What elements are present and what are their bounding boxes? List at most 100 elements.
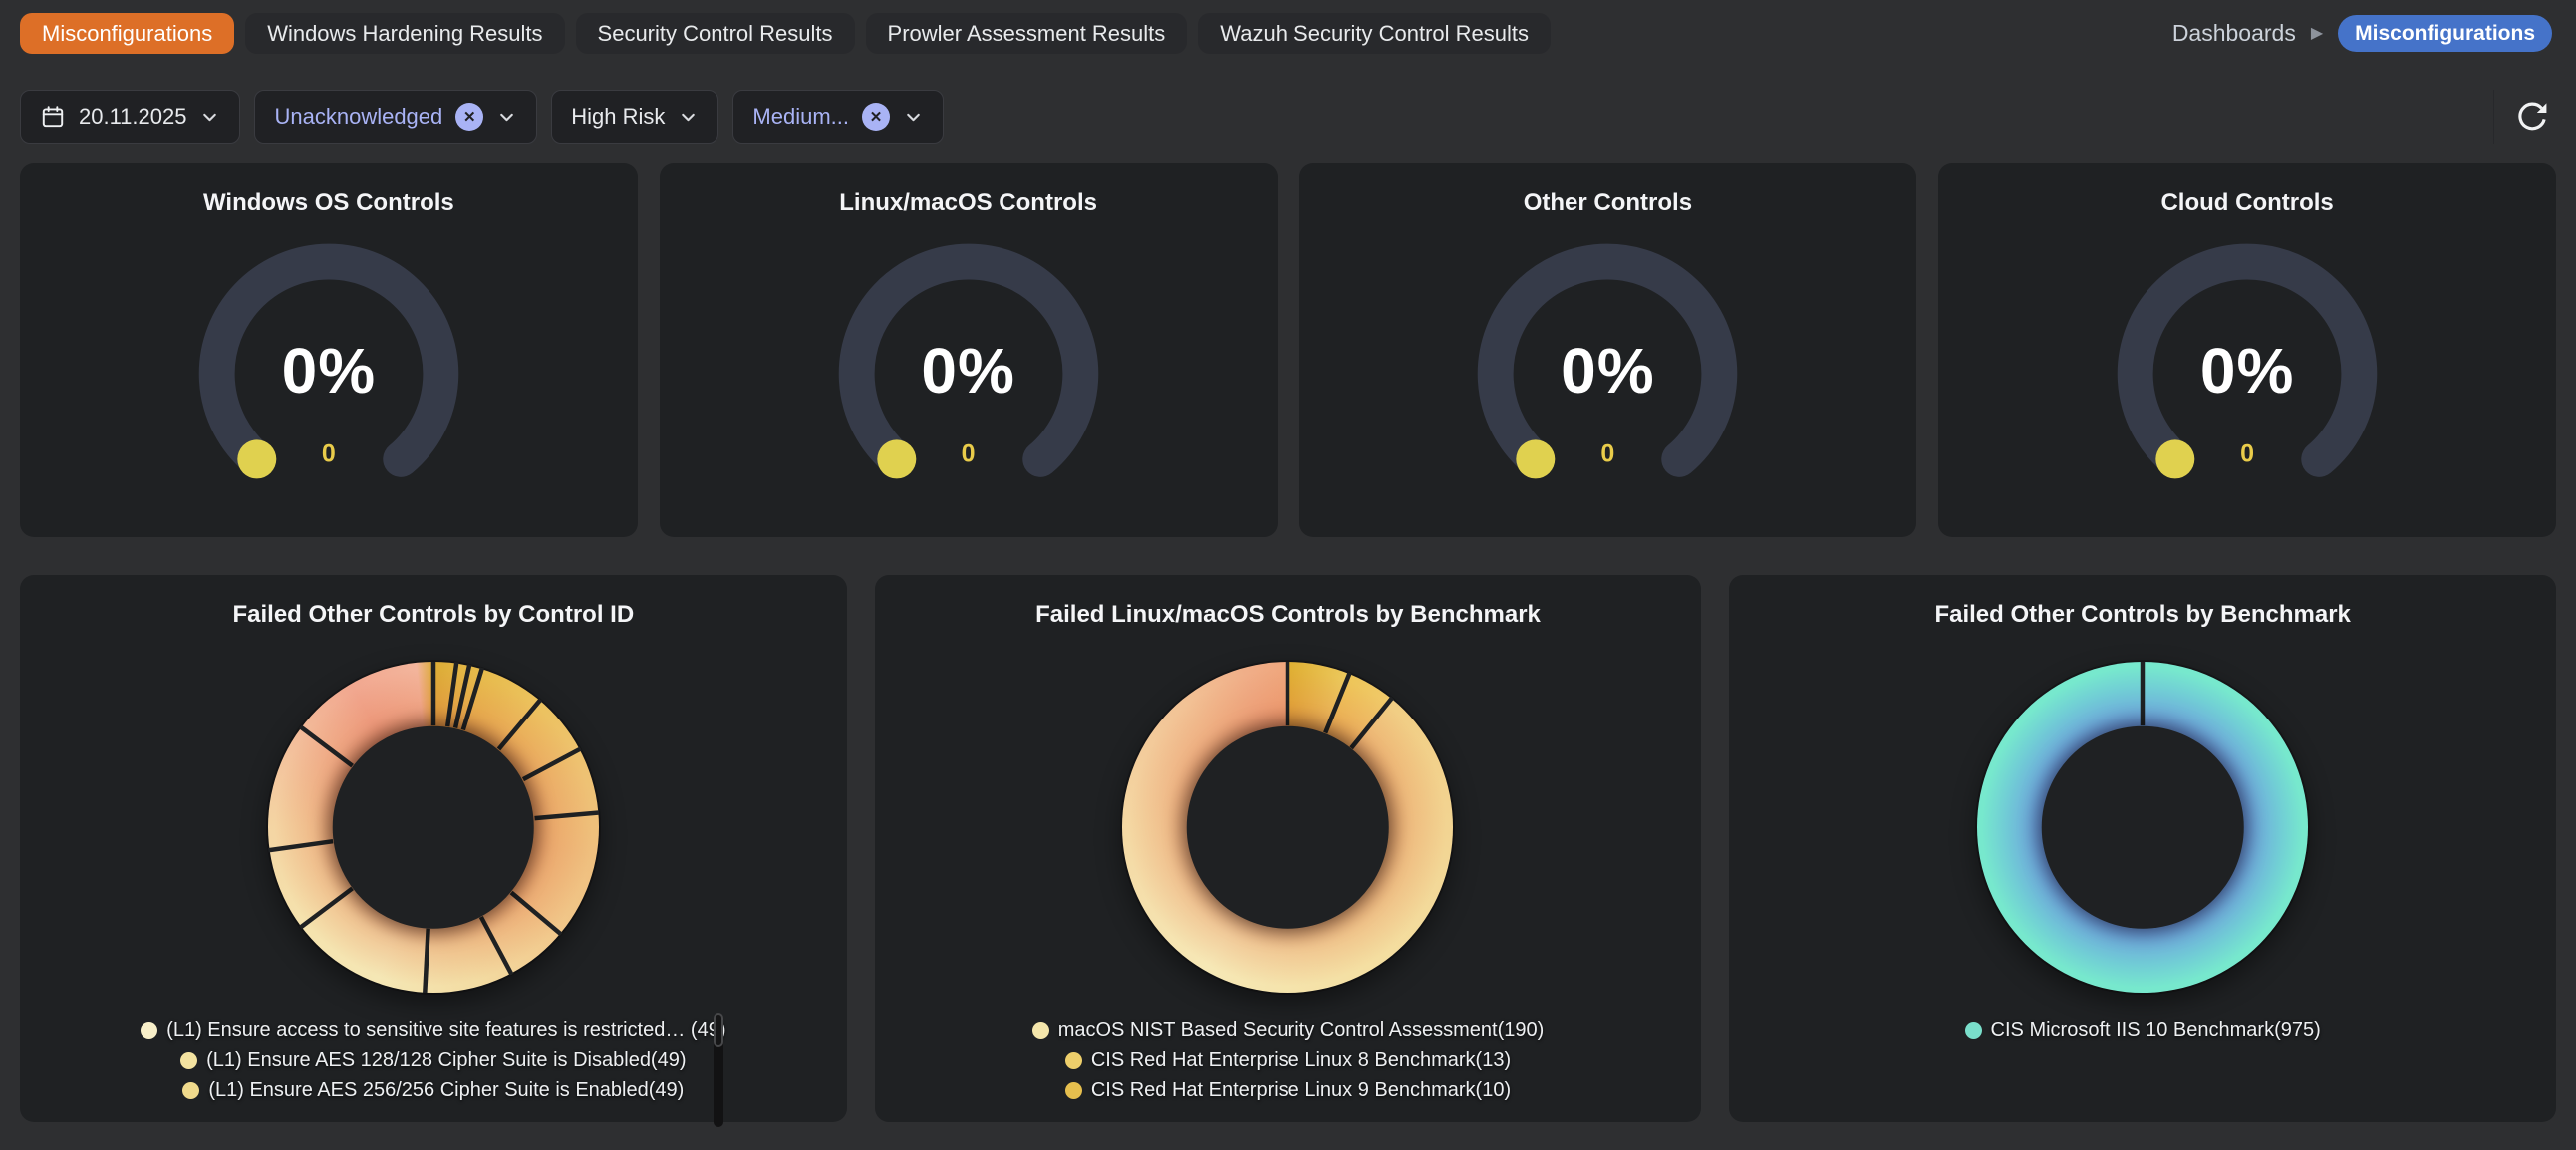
legend-bullet-icon <box>180 1052 198 1069</box>
gauge-count-value: 0 <box>321 439 336 468</box>
filter-bar-divider <box>2493 90 2494 144</box>
tab-misconfigurations[interactable]: Misconfigurations <box>20 13 235 54</box>
legend-label: (L1) Ensure AES 128/128 Cipher Suite is … <box>206 1049 687 1071</box>
gauge-cards-row: Windows OS Controls 0% 0 Linux/macOS Contro… <box>20 163 2556 537</box>
breadcrumb-dashboards-link[interactable]: Dashboards <box>2171 20 2296 46</box>
top-bar: Misconfigurations Windows Hardening Resul… <box>20 13 2556 54</box>
chevron-down-icon <box>682 113 696 121</box>
chevron-down-icon <box>203 113 217 121</box>
donut-cards-row: Failed Other Controls by Control ID (L1) … <box>20 575 2556 1127</box>
legend-label: (L1) Ensure access to sensitive site fea… <box>166 1019 726 1041</box>
legend-label: CIS Microsoft IIS 10 Benchmark(975) <box>1990 1019 2321 1041</box>
gauge-arc <box>198 243 459 479</box>
gauge-arc <box>1478 243 1738 479</box>
gauge-card-title: Cloud Controls <box>2160 189 2334 216</box>
legend-item[interactable]: (L1) Ensure access to sensitive site fea… <box>141 1019 725 1042</box>
refresh-icon <box>2518 102 2547 131</box>
legend-bullet-icon <box>1064 1082 1082 1099</box>
gauge-count-value: 0 <box>961 439 976 468</box>
tab-prowler-assessment-results[interactable]: Prowler Assessment Results <box>865 13 1188 54</box>
high-risk-filter-button[interactable]: High Risk <box>551 90 719 144</box>
refresh-button[interactable] <box>2508 93 2556 141</box>
gauge-card-title: Linux/macOS Controls <box>839 189 1097 216</box>
legend-label: CIS Red Hat Enterprise Linux 8 Benchmark… <box>1090 1049 1512 1071</box>
donut-segment-separators <box>1286 662 1395 750</box>
gauge-card-title: Other Controls <box>1523 189 1693 216</box>
legend-label: (L1) Ensure AES 256/256 Cipher Suite is … <box>208 1079 685 1101</box>
clear-filter-icon[interactable]: ✕ <box>862 103 890 131</box>
donut-segment-separators <box>2140 662 2146 726</box>
legend-item[interactable]: CIS Red Hat Enterprise Linux 9 Benchmark… <box>1064 1079 1512 1102</box>
filter-label: Medium... <box>752 104 849 129</box>
gauge-count-value: 0 <box>1600 439 1615 468</box>
legend-item[interactable]: CIS Microsoft IIS 10 Benchmark(975) <box>1964 1019 2321 1042</box>
donut-card-title: Failed Linux/macOS Controls by Benchmark <box>1035 601 1541 628</box>
date-filter-value: 20.11.2025 <box>79 104 187 129</box>
chevron-down-icon <box>907 113 920 121</box>
tab-security-control-results[interactable]: Security Control Results <box>575 13 855 54</box>
filter-label: Unacknowledged <box>274 104 443 129</box>
gauge-chart: 0% 0 <box>173 221 484 532</box>
legend-item[interactable]: (L1) Ensure AES 256/256 Cipher Suite is … <box>182 1079 684 1102</box>
tab-windows-hardening-results[interactable]: Windows Hardening Results <box>245 13 565 54</box>
gauge-chart: 0% 0 <box>1452 221 1763 532</box>
donut-chart[interactable] <box>1977 662 2309 993</box>
donut-card-failed-linux-macos-controls-by-benchmark: Failed Linux/macOS Controls by Benchmark… <box>874 575 1702 1122</box>
legend-bullet-icon <box>1964 1022 1982 1039</box>
dashboard-tabs: Misconfigurations Windows Hardening Resul… <box>20 13 1552 54</box>
gauge-percent-value: 0% <box>281 334 377 407</box>
gauge-percent-value: 0% <box>2199 334 2295 407</box>
unacknowledged-filter-button[interactable]: Unacknowledged ✕ <box>254 90 538 144</box>
donut-hole <box>1187 725 1389 929</box>
donut-chart[interactable] <box>1122 662 1454 993</box>
gauge-marker-dot <box>876 439 916 479</box>
legend-label: macOS NIST Based Security Control Assess… <box>1057 1019 1545 1041</box>
legend-bullet-icon <box>1031 1022 1049 1039</box>
gauge-arc <box>2117 243 2378 479</box>
gauge-marker-dot <box>1516 439 1556 479</box>
gauge-card-cloud-controls: Cloud Controls 0% 0 <box>1938 163 2556 537</box>
gauge-chart: 0% 0 <box>2092 221 2403 532</box>
gauge-card-linux-macos-controls: Linux/macOS Controls 0% 0 <box>659 163 1278 537</box>
legend-item[interactable]: CIS Red Hat Enterprise Linux 8 Benchmark… <box>1064 1049 1512 1072</box>
filter-label: High Risk <box>571 104 666 129</box>
donut-hole <box>2041 725 2244 929</box>
donut-legend: macOS NIST Based Security Control Assess… <box>875 1019 1702 1102</box>
legend-item[interactable]: macOS NIST Based Security Control Assess… <box>1031 1019 1545 1042</box>
donut-card-title: Failed Other Controls by Control ID <box>232 601 635 628</box>
gauge-card-title: Windows OS Controls <box>202 189 454 216</box>
breadcrumb-arrow-icon: ▶ <box>2310 24 2324 42</box>
gauge-card-other-controls: Other Controls 0% 0 <box>1298 163 1917 537</box>
gauge-arc <box>838 243 1098 479</box>
donut-card-title: Failed Other Controls by Benchmark <box>1934 601 2351 628</box>
tab-wazuh-security-control-results[interactable]: Wazuh Security Control Results <box>1198 13 1552 54</box>
gauge-percent-value: 0% <box>921 334 1015 407</box>
gauge-card-windows-os-controls: Windows OS Controls 0% 0 <box>20 163 638 537</box>
breadcrumb: Dashboards ▶ Misconfigurations <box>2172 15 2556 52</box>
legend-label: CIS Red Hat Enterprise Linux 9 Benchmark… <box>1090 1079 1512 1101</box>
calendar-icon <box>42 106 64 128</box>
gauge-marker-dot <box>2155 439 2195 479</box>
donut-legend: CIS Microsoft IIS 10 Benchmark(975) <box>1729 1019 2556 1042</box>
donut-legend: (L1) Ensure access to sensitive site fea… <box>20 1013 847 1127</box>
donut-hole <box>332 725 535 929</box>
legend-scrollbar[interactable] <box>713 1013 723 1127</box>
donut-card-failed-other-controls-by-benchmark: Failed Other Controls by Benchmark CIS Mi… <box>1729 575 2556 1122</box>
donut-card-failed-other-controls-by-control-id: Failed Other Controls by Control ID (L1) … <box>20 575 847 1127</box>
legend-bullet-icon <box>182 1082 200 1099</box>
gauge-marker-dot <box>237 439 277 479</box>
legend-scrollbar-thumb[interactable] <box>713 1013 723 1047</box>
legend-item[interactable]: (L1) Ensure AES 128/128 Cipher Suite is … <box>180 1049 687 1072</box>
gauge-chart: 0% 0 <box>813 221 1124 532</box>
legend-bullet-icon <box>1064 1052 1082 1069</box>
medium-filter-button[interactable]: Medium... ✕ <box>732 90 944 144</box>
donut-chart[interactable] <box>267 662 599 993</box>
gauge-percent-value: 0% <box>1561 334 1655 407</box>
date-filter-button[interactable]: 20.11.2025 <box>20 90 241 144</box>
clear-filter-icon[interactable]: ✕ <box>455 103 484 131</box>
filter-bar: 20.11.2025 Unacknowledged ✕ High Risk Mediu… <box>20 90 2556 144</box>
legend-bullet-icon <box>141 1022 158 1039</box>
breadcrumb-current-badge[interactable]: Misconfigurations <box>2338 15 2552 52</box>
gauge-count-value: 0 <box>2240 439 2255 468</box>
